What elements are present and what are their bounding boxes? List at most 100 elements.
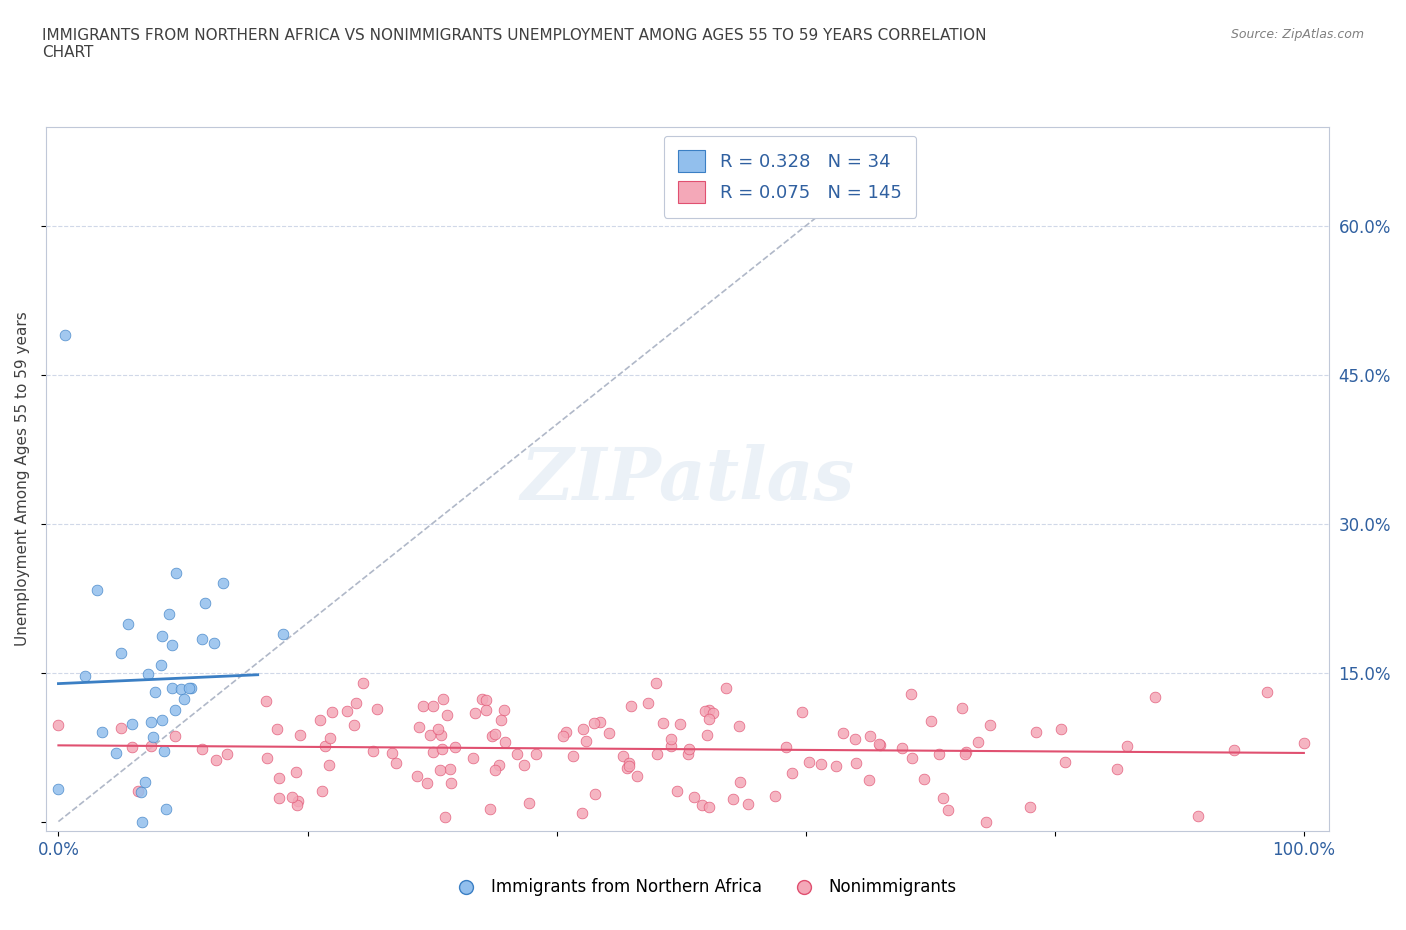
Point bbox=[430, 728, 453, 743]
Point bbox=[1116, 738, 1139, 753]
Point bbox=[157, 607, 180, 622]
Point bbox=[832, 725, 855, 740]
Point bbox=[966, 735, 988, 750]
Point bbox=[728, 719, 751, 734]
Point bbox=[308, 712, 330, 727]
Point bbox=[1107, 762, 1129, 777]
Point bbox=[202, 635, 225, 650]
Point bbox=[430, 742, 453, 757]
Point bbox=[139, 714, 162, 729]
Point bbox=[256, 751, 278, 765]
Point bbox=[790, 705, 813, 720]
Point bbox=[475, 703, 498, 718]
Point bbox=[845, 755, 868, 770]
Point bbox=[432, 692, 454, 707]
Point bbox=[620, 698, 643, 713]
Point bbox=[1256, 685, 1278, 700]
Point bbox=[955, 747, 977, 762]
Point bbox=[136, 667, 159, 682]
Legend: R = 0.328   N = 34, R = 0.075   N = 145: R = 0.328 N = 34, R = 0.075 N = 145 bbox=[664, 136, 917, 218]
Point bbox=[269, 790, 291, 805]
Point bbox=[254, 694, 277, 709]
Point bbox=[696, 727, 718, 742]
Point bbox=[335, 703, 357, 718]
Point bbox=[524, 746, 547, 761]
Point bbox=[697, 800, 720, 815]
Point bbox=[471, 691, 494, 706]
Point bbox=[697, 711, 720, 726]
Point bbox=[554, 725, 576, 740]
Point bbox=[488, 758, 510, 773]
Point bbox=[121, 716, 143, 731]
Point bbox=[165, 566, 187, 581]
Point bbox=[810, 756, 832, 771]
Point bbox=[775, 740, 797, 755]
Point bbox=[285, 764, 308, 779]
Point bbox=[797, 755, 820, 770]
Point bbox=[194, 595, 217, 610]
Point bbox=[385, 756, 408, 771]
Point bbox=[381, 746, 404, 761]
Point bbox=[288, 727, 311, 742]
Point bbox=[484, 726, 506, 741]
Point bbox=[150, 628, 173, 643]
Point bbox=[110, 720, 132, 735]
Point bbox=[479, 802, 502, 817]
Point bbox=[121, 740, 143, 755]
Point bbox=[626, 769, 648, 784]
Point bbox=[676, 747, 699, 762]
Point bbox=[160, 637, 183, 652]
Point bbox=[561, 749, 583, 764]
Point bbox=[575, 734, 598, 749]
Point bbox=[318, 758, 340, 773]
Point bbox=[143, 684, 166, 699]
Point bbox=[763, 789, 786, 804]
Point bbox=[868, 737, 890, 751]
Point bbox=[583, 786, 606, 801]
Point bbox=[422, 744, 444, 759]
Point bbox=[869, 737, 891, 752]
Point bbox=[191, 742, 214, 757]
Point bbox=[697, 702, 720, 717]
Point bbox=[104, 746, 127, 761]
Point bbox=[1143, 690, 1166, 705]
Point bbox=[129, 784, 152, 799]
Point bbox=[858, 773, 880, 788]
Point bbox=[475, 692, 498, 707]
Point bbox=[1187, 809, 1209, 824]
Point bbox=[205, 752, 228, 767]
Point bbox=[346, 696, 368, 711]
Point bbox=[692, 798, 714, 813]
Point bbox=[683, 790, 706, 804]
Point bbox=[155, 802, 177, 817]
Point bbox=[659, 731, 682, 746]
Point bbox=[489, 712, 512, 727]
Y-axis label: Unemployment Among Ages 55 to 59 years: Unemployment Among Ages 55 to 59 years bbox=[15, 312, 30, 646]
Point bbox=[859, 729, 882, 744]
Point bbox=[141, 738, 163, 753]
Point bbox=[212, 576, 235, 591]
Point bbox=[1223, 742, 1246, 757]
Point bbox=[285, 798, 308, 813]
Point bbox=[1049, 721, 1071, 736]
Point bbox=[844, 732, 866, 747]
Point bbox=[281, 790, 304, 804]
Point bbox=[287, 793, 309, 808]
Point bbox=[728, 775, 751, 790]
Point bbox=[110, 646, 132, 661]
Point bbox=[160, 681, 183, 696]
Point bbox=[53, 327, 76, 342]
Point bbox=[1292, 736, 1315, 751]
Point bbox=[353, 676, 375, 691]
Point bbox=[127, 784, 149, 799]
Point bbox=[619, 759, 641, 774]
Point bbox=[217, 747, 239, 762]
Point bbox=[366, 702, 388, 717]
Point bbox=[890, 741, 912, 756]
Point bbox=[90, 724, 112, 739]
Point bbox=[551, 728, 574, 743]
Point bbox=[1019, 800, 1042, 815]
Point bbox=[506, 747, 529, 762]
Point bbox=[440, 776, 463, 790]
Point bbox=[612, 749, 634, 764]
